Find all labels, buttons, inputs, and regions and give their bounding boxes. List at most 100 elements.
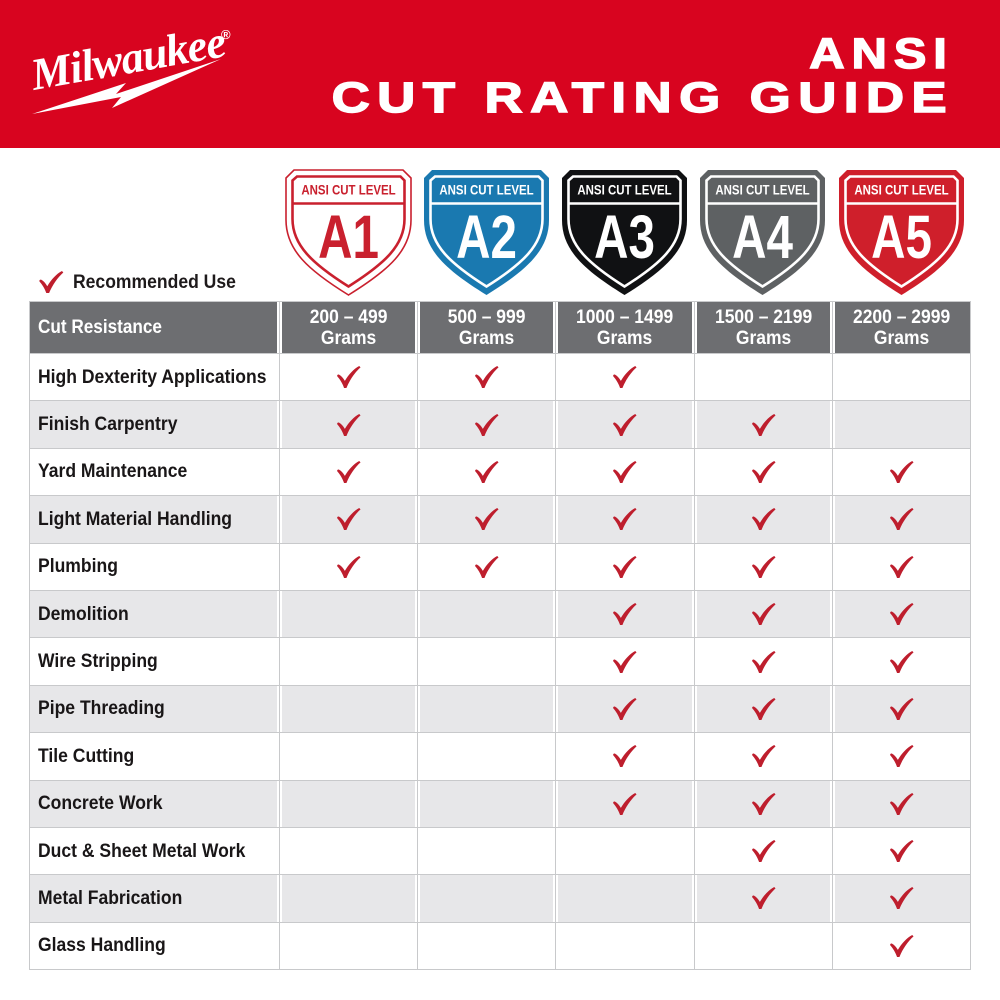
empty-cell	[693, 352, 833, 402]
recommended-check-cell	[693, 637, 833, 686]
banner-title-line2: CUT RATING GUIDE	[331, 73, 954, 122]
recommended-check-cell	[831, 684, 971, 734]
recommended-check-cell	[831, 874, 971, 923]
checkmark-icon	[889, 745, 914, 768]
table-row: Yard Maintenance	[29, 447, 971, 497]
checkmark-icon	[751, 413, 776, 436]
recommended-check-cell	[555, 732, 695, 781]
empty-cell	[417, 684, 557, 734]
empty-cell	[417, 589, 557, 639]
checkmark-icon	[751, 460, 776, 483]
recommended-check-cell	[555, 495, 695, 544]
svg-text:Milwaukee: Milwaukee	[26, 17, 229, 100]
row-label-text: Yard Maintenance	[38, 460, 188, 483]
checkmark-icon	[337, 413, 361, 436]
row-label-text: Pipe Threading	[38, 697, 165, 720]
row-label-text: Plumbing	[38, 555, 118, 578]
recommended-check-cell	[831, 637, 971, 686]
checkmark-icon	[889, 555, 914, 578]
column-header-range: 1000 – 1499	[576, 306, 674, 328]
checkmark-icon	[889, 840, 914, 863]
column-header-3: 1000 – 1499 Grams	[555, 301, 695, 354]
checkmark-icon	[337, 366, 361, 389]
empty-cell	[417, 874, 557, 923]
row-label: Tile Cutting	[29, 732, 280, 781]
empty-cell	[417, 921, 557, 971]
shield-caption-a4: ANSI CUT LEVEL	[716, 183, 811, 198]
table-row: Pipe Threading	[29, 684, 971, 734]
checkmark-icon	[751, 792, 776, 815]
cut-level-shield-a5: ANSI CUT LEVEL A5	[838, 170, 964, 295]
checkmark-icon	[337, 555, 361, 578]
recommended-check-cell	[693, 542, 833, 591]
checkmark-icon	[751, 603, 776, 626]
recommended-use-label: Recommended Use	[73, 270, 236, 293]
table-row: Tile Cutting	[29, 732, 971, 781]
row-label: Plumbing	[29, 542, 280, 591]
empty-cell	[417, 779, 557, 828]
recommended-check-cell	[693, 589, 833, 639]
checkmark-icon	[613, 603, 638, 626]
recommended-check-cell	[417, 352, 557, 402]
checkmark-icon	[613, 460, 638, 483]
recommended-check-cell	[555, 542, 695, 591]
checkmark-icon	[889, 887, 914, 910]
row-label-text: Wire Stripping	[38, 650, 158, 673]
recommended-check-cell	[693, 495, 833, 544]
checkmark-icon	[613, 650, 638, 673]
checkmark-icon	[751, 650, 776, 673]
corner-header-cut-resistance: Cut Resistance	[29, 301, 280, 354]
checkmark-icon	[889, 603, 914, 626]
row-label-text: Tile Cutting	[38, 744, 135, 767]
recommended-check-cell	[555, 400, 695, 449]
recommended-check-cell	[693, 684, 833, 734]
recommended-check-cell	[693, 400, 833, 449]
recommended-check-cell	[555, 589, 695, 639]
table-row: Metal Fabrication	[29, 874, 971, 923]
row-label: Wire Stripping	[29, 637, 280, 686]
recommended-check-cell	[831, 495, 971, 544]
recommended-check-cell	[831, 779, 971, 828]
row-label-text: Demolition	[38, 602, 129, 625]
recommended-check-cell	[693, 447, 833, 497]
recommended-check-cell	[417, 542, 557, 591]
recommended-check-cell	[831, 826, 971, 876]
empty-cell	[555, 921, 695, 971]
cut-level-shield-a1: ANSI CUT LEVEL A1	[284, 169, 412, 296]
checkmark-icon	[475, 555, 499, 578]
shield-level-a5: A5	[871, 202, 932, 271]
checkmark-icon	[889, 934, 914, 957]
recommended-check-cell	[417, 495, 557, 544]
column-header-range: 500 – 999	[447, 306, 526, 328]
row-label-text: Duct & Sheet Metal Work	[38, 839, 246, 862]
empty-cell	[417, 637, 557, 686]
column-header-range: 1500 – 2199	[714, 306, 812, 328]
checkmark-icon	[475, 413, 499, 436]
checkmark-icon	[751, 887, 776, 910]
recommended-check-cell	[831, 447, 971, 497]
shield-caption-a3: ANSI CUT LEVEL	[578, 183, 673, 198]
table-row: Finish Carpentry	[29, 400, 971, 449]
checkmark-icon	[613, 508, 638, 531]
column-header-unit: Grams	[320, 327, 377, 349]
table-row: Concrete Work	[29, 779, 971, 828]
empty-cell	[278, 874, 419, 923]
empty-cell	[278, 589, 419, 639]
cut-level-shield-a2: ANSI CUT LEVEL A2	[424, 170, 549, 295]
checkmark-icon	[613, 697, 638, 720]
row-label: Concrete Work	[29, 779, 280, 828]
empty-cell	[278, 826, 419, 876]
shield-caption-a1: ANSI CUT LEVEL	[301, 183, 396, 198]
recommended-check-cell	[693, 874, 833, 923]
milwaukee-logo: Milwaukee ®	[26, 17, 231, 114]
checkmark-icon	[613, 745, 638, 768]
checkmark-icon	[337, 460, 361, 483]
column-header-unit: Grams	[735, 327, 791, 349]
recommended-use-legend: Recommended Use	[38, 270, 254, 294]
shield-caption-a2: ANSI CUT LEVEL	[439, 183, 534, 198]
row-label-text: Finish Carpentry	[38, 413, 178, 436]
empty-cell	[831, 400, 971, 449]
table-row: Light Material Handling	[29, 495, 971, 544]
column-header-unit: Grams	[873, 327, 930, 349]
